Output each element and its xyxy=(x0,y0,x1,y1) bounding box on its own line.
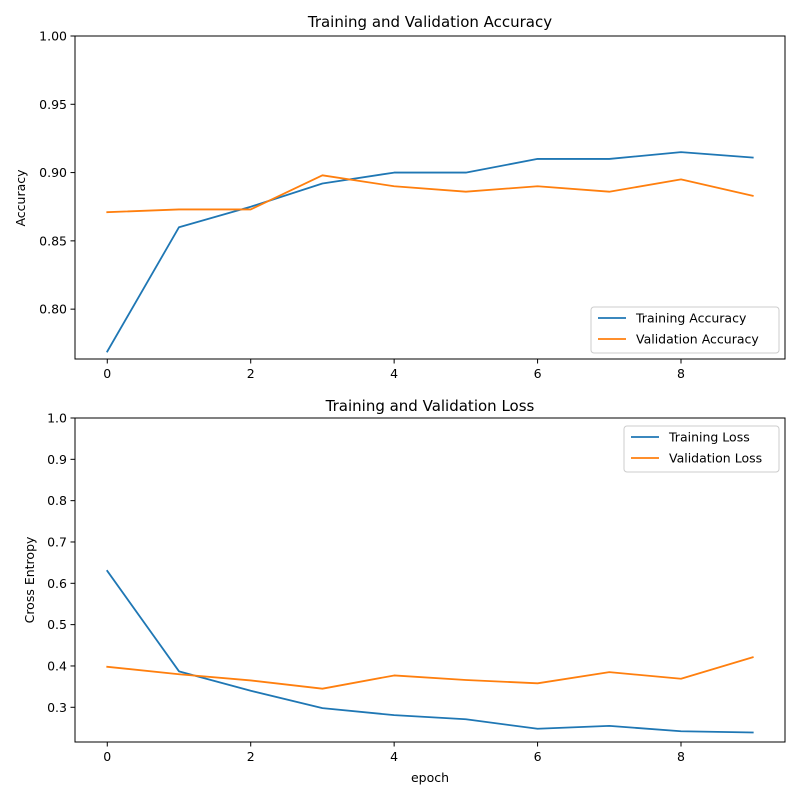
legend-label-training-loss: Training Loss xyxy=(668,430,750,445)
y-tick-label: 0.8 xyxy=(47,493,67,508)
y-tick-label: 0.85 xyxy=(39,233,67,248)
y-tick-label: 0.9 xyxy=(47,452,67,467)
series-line-validation-loss xyxy=(106,656,754,690)
loss-chart: Training and Validation Loss Cross Entro… xyxy=(22,397,786,785)
x-tick-label: 0 xyxy=(103,749,111,764)
y-axis-label: Accuracy xyxy=(13,169,28,227)
y-tick-label: 1.00 xyxy=(39,29,67,44)
legend-frame xyxy=(623,425,780,473)
y-tick-label: 0.4 xyxy=(47,658,67,673)
legend-label-training-accuracy: Training Accuracy xyxy=(635,311,747,326)
y-axis-label: Cross Entropy xyxy=(22,536,37,623)
x-tick-label: 6 xyxy=(534,366,542,381)
x-tick-label: 8 xyxy=(677,749,685,764)
series-line-training-loss xyxy=(106,569,754,734)
y-tick-label: 0.90 xyxy=(39,165,67,180)
plot-frame xyxy=(74,417,786,743)
y-tick-label: 0.5 xyxy=(47,617,67,632)
x-tick-label: 2 xyxy=(247,366,255,381)
tick-group: 0 2 4 6 8 0.80 0.85 0.90 0.95 1.00 xyxy=(39,29,685,382)
y-tick-label: 0.7 xyxy=(47,534,67,549)
y-tick-label: 1.0 xyxy=(47,411,67,426)
legend-label-validation-accuracy: Validation Accuracy xyxy=(636,332,759,347)
series-group xyxy=(106,151,754,353)
x-tick-label: 2 xyxy=(247,749,255,764)
accuracy-chart: Training and Validation Accuracy Accurac… xyxy=(13,13,786,382)
series-line-validation-accuracy xyxy=(106,174,754,214)
y-tick-label: 0.80 xyxy=(39,302,67,317)
y-tick-label: 0.3 xyxy=(47,700,67,715)
x-tick-label: 6 xyxy=(534,749,542,764)
x-axis-label: epoch xyxy=(411,770,449,785)
x-tick-label: 4 xyxy=(390,366,398,381)
x-tick-label: 8 xyxy=(677,366,685,381)
legend-label-validation-loss: Validation Loss xyxy=(669,451,762,466)
chart-title: Training and Validation Loss xyxy=(325,397,535,415)
legend: Training Accuracy Validation Accuracy xyxy=(590,306,780,354)
legend: Training Loss Validation Loss xyxy=(623,425,780,473)
x-tick-label: 0 xyxy=(103,366,111,381)
series-group xyxy=(106,569,754,734)
y-tick-label: 0.6 xyxy=(47,576,67,591)
series-line-training-accuracy xyxy=(106,151,754,353)
legend-frame xyxy=(590,306,780,354)
y-tick-label: 0.95 xyxy=(39,97,67,112)
plot-frame xyxy=(74,35,786,360)
tick-group: 0 2 4 6 8 0.3 0.4 0.5 0.6 0.7 0.8 0.9 1.0 xyxy=(47,411,685,765)
chart-title: Training and Validation Accuracy xyxy=(307,13,552,31)
x-tick-label: 4 xyxy=(390,749,398,764)
